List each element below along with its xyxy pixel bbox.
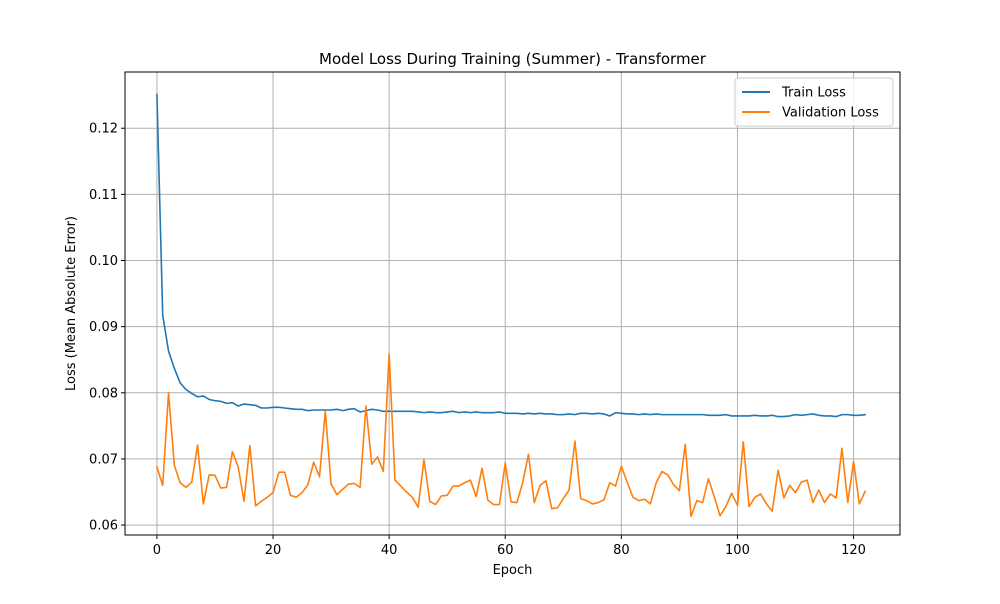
y-tick-label: 0.10 bbox=[89, 254, 118, 269]
y-tick-label: 0.12 bbox=[89, 122, 118, 137]
x-tick-label: 60 bbox=[497, 543, 514, 558]
y-tick-label: 0.07 bbox=[89, 452, 118, 467]
series-lines bbox=[155, 93, 867, 518]
y-tick-label: 0.08 bbox=[89, 386, 118, 401]
x-tick-label: 120 bbox=[841, 543, 866, 558]
y-tick-label: 0.11 bbox=[89, 188, 118, 203]
legend-label-train: Train Loss bbox=[781, 86, 846, 101]
legend-box bbox=[734, 77, 894, 127]
x-tick-label: 40 bbox=[381, 543, 398, 558]
y-tick-label: 0.09 bbox=[89, 320, 118, 335]
y-axis-label: Loss (Mean Absolute Error) bbox=[64, 216, 79, 391]
chart-title: Model Loss During Training (Summer) - Tr… bbox=[319, 50, 707, 68]
legend-label-validation: Validation Loss bbox=[782, 106, 879, 121]
y-tick-label: 0.06 bbox=[89, 519, 118, 534]
x-tick-label: 20 bbox=[265, 543, 282, 558]
validation-loss-line bbox=[155, 352, 867, 518]
axis-ticks: 0 20 40 60 80 100 120 0.06 0.07 0.08 0.09 0.10 0.11 0… bbox=[89, 122, 866, 558]
x-tick-label: 80 bbox=[613, 543, 630, 558]
train-loss-line bbox=[156, 93, 867, 418]
x-tick-label: 0 bbox=[153, 543, 161, 558]
x-axis-label: Epoch bbox=[493, 563, 533, 578]
x-tick-label: 100 bbox=[725, 543, 750, 558]
grid-lines bbox=[125, 72, 900, 535]
plot-frame bbox=[124, 71, 901, 536]
legend: Train Loss Validation Loss bbox=[734, 77, 894, 127]
